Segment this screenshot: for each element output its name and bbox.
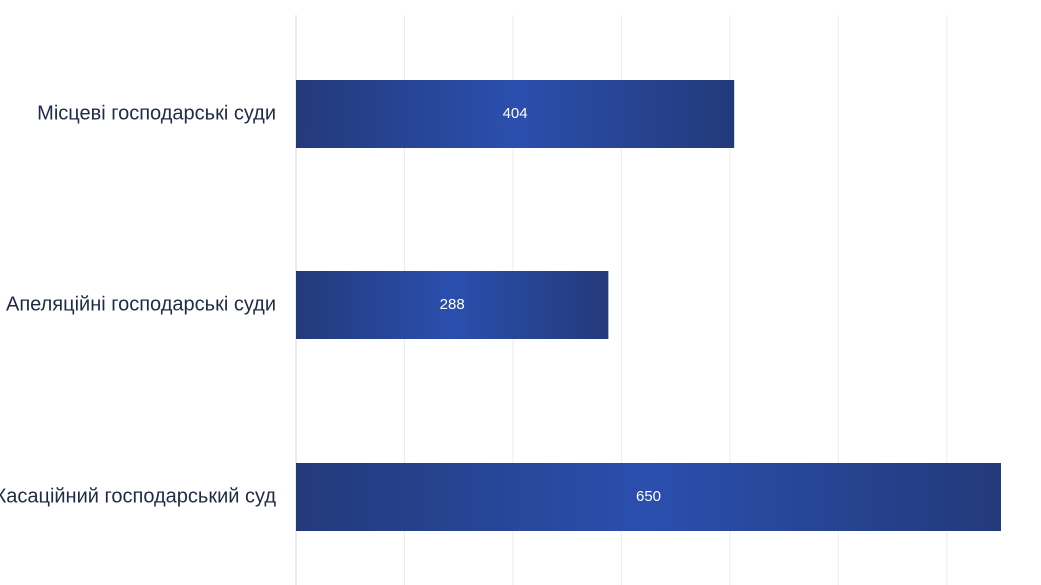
bar-2 — [296, 271, 609, 339]
bar-3 — [296, 463, 1001, 531]
value-labels: 404 288 650 — [440, 105, 661, 505]
data-label: 288 — [440, 296, 465, 313]
data-label: 404 — [503, 105, 528, 122]
bar-1 — [296, 80, 735, 148]
category-label: Місцеві господарські суди — [37, 102, 276, 124]
category-label: Апеляційні господарські суди — [6, 293, 276, 315]
category-label: Касаційний господарський суд — [0, 485, 276, 507]
data-label: 650 — [636, 488, 661, 505]
bars — [296, 80, 1001, 531]
category-labels: Місцеві господарські суди Апеляційні госп… — [0, 102, 276, 507]
